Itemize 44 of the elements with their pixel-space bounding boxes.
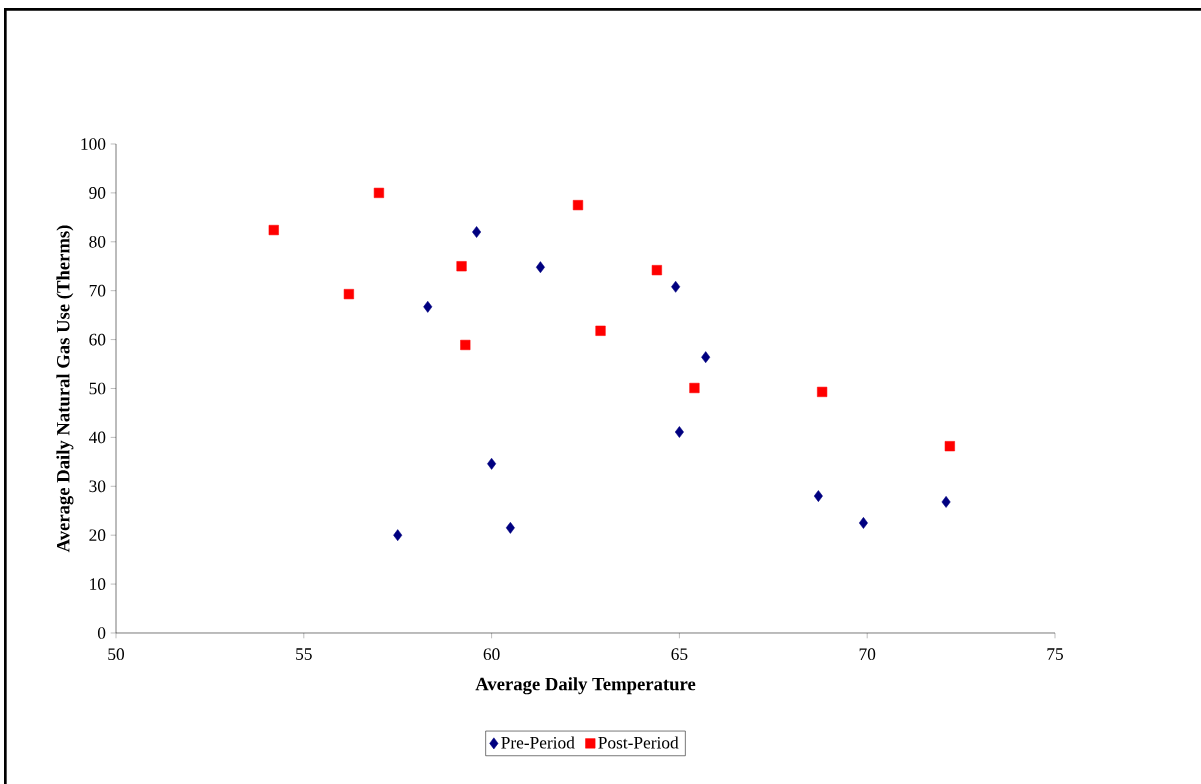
- y-tick-label: 30: [89, 480, 106, 493]
- y-tick-label: 70: [89, 284, 106, 297]
- x-tick-label: 70: [859, 648, 876, 661]
- point: [674, 426, 684, 438]
- y-axis-title: Average Daily Natural Gas Use (Therms): [56, 225, 74, 553]
- x-tick-label: 75: [1047, 648, 1063, 660]
- point: [595, 325, 606, 336]
- point: [460, 339, 471, 351]
- y-tick-label: 100: [81, 138, 106, 150]
- point: [671, 280, 681, 293]
- point: [535, 261, 545, 274]
- point: [505, 521, 515, 534]
- point: [941, 496, 951, 508]
- y-tick-label: 80: [89, 235, 106, 248]
- y-tick-label: 40: [88, 431, 106, 444]
- y-tick-label: 10: [90, 578, 106, 590]
- x-tick-label: 60: [483, 648, 500, 661]
- x-tick-label: 50: [108, 648, 125, 661]
- point: [487, 457, 497, 470]
- y-tick-label: 60: [89, 333, 106, 346]
- y-tick-label: 90: [89, 187, 106, 199]
- point: [393, 529, 403, 542]
- point: [858, 517, 868, 529]
- point: [373, 187, 384, 198]
- point: [572, 200, 584, 211]
- y-tick-label: 20: [89, 529, 106, 542]
- y-tick-label: 0: [97, 627, 106, 639]
- point: [423, 300, 433, 313]
- point: [689, 382, 700, 394]
- point: [701, 351, 711, 364]
- point: [817, 386, 828, 397]
- legend-label: Post-Period: [598, 736, 679, 749]
- point: [813, 490, 823, 502]
- x-tick-label: 55: [296, 648, 312, 660]
- y-tick-label: 50: [89, 382, 106, 395]
- point: [944, 441, 955, 452]
- point: [651, 265, 662, 276]
- point: [343, 289, 354, 300]
- point: [456, 261, 467, 272]
- legend-label: Pre-Period: [501, 736, 575, 749]
- x-tick-label: 65: [671, 648, 688, 661]
- point: [268, 224, 279, 236]
- x-axis-title: Average Daily Temperature: [475, 677, 696, 695]
- point: [472, 226, 482, 238]
